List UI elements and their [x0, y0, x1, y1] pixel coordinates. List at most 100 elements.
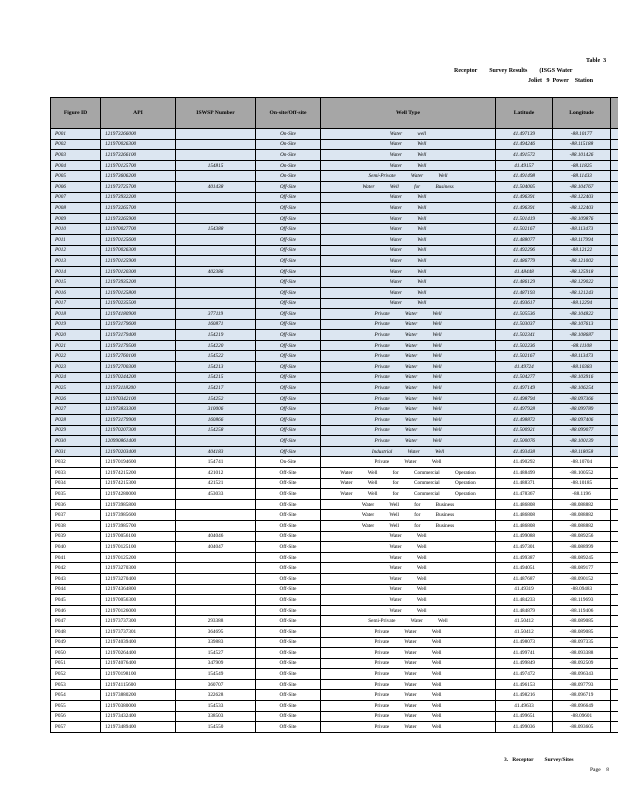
cell-figure-id: P042 — [50, 562, 101, 574]
cell-latitude: 41.491498 — [495, 170, 553, 182]
cell-extra — [610, 551, 618, 564]
cell-extra — [610, 414, 618, 426]
cell-extra — [610, 498, 618, 511]
table-row: P038 121973985700 Off-Site Water Well for B… — [50, 519, 618, 532]
cell-well-type: Private Water Well — [320, 371, 496, 384]
table-row: P040 121970125100 404047 Off-Site Water Well… — [50, 541, 618, 553]
cell-extra — [610, 350, 618, 363]
cell-figure-id: P037 — [50, 509, 101, 521]
cell-figure-id: P040 — [50, 541, 101, 553]
table-row: P019 121973179600 160871 Off-Site Private Wa… — [50, 318, 618, 331]
cell-figure-id: P044 — [50, 583, 101, 596]
cell-well-type: Water Well — [320, 223, 496, 235]
cell-longitude: -88.09601 — [552, 710, 611, 723]
cell-latitude: 41.499651 — [495, 710, 553, 723]
cell-well-type: Water Well — [320, 286, 496, 299]
cell-figure-id: P052 — [50, 668, 101, 680]
cell-figure-id: P022 — [50, 350, 101, 363]
cell-api: 121970027700 — [100, 223, 176, 235]
cell-longitude: -88.10177 — [552, 128, 611, 140]
col-extra — [610, 97, 618, 129]
cell-figure-id: P007 — [50, 191, 101, 204]
cell-longitude: -88.097406 — [552, 414, 611, 426]
cell-api: 121973737300 — [100, 615, 176, 627]
cell-site: Off-Site — [255, 583, 321, 596]
cell-api: 121973179600 — [100, 318, 176, 331]
cell-well-type: Water Well — [320, 265, 496, 278]
cell-extra — [610, 562, 618, 574]
cell-extra — [610, 308, 618, 320]
cell-figure-id: P035 — [50, 488, 101, 500]
cell-extra — [610, 233, 618, 246]
cell-longitude: -88.089245 — [552, 551, 611, 564]
cell-latitude: 41.497149 — [495, 382, 553, 394]
cell-figure-id: P051 — [50, 657, 101, 670]
col-latitude: Latitude — [495, 97, 553, 129]
cell-well-type: Water Well — [320, 297, 496, 310]
table-row: P050 121970264400 154527 Off-Site Private Wa… — [50, 647, 618, 659]
cell-longitude: -88.093605 — [552, 721, 611, 733]
table-row: P046 121970126000 Off-Site Water Well 41.484… — [50, 604, 618, 617]
cell-latitude: 41.496391 — [495, 191, 553, 204]
cell-well-type: Private Water Well — [320, 339, 496, 352]
cell-api: 121970207300 — [100, 424, 176, 437]
cell-site: Off-Site — [255, 371, 321, 384]
cell-well-type: Water Well — [320, 191, 496, 204]
cell-longitude: -88.097793 — [552, 678, 611, 691]
cell-latitude: 41.486808 — [495, 498, 553, 511]
cell-site: Off-Site — [255, 700, 321, 712]
cell-api: 121970203400 — [100, 445, 176, 458]
cell-iswsp-number: 401438 — [175, 180, 256, 193]
cell-longitude: -88.097335 — [552, 636, 611, 649]
cell-site: Off-Site — [255, 467, 321, 479]
cell-longitude: -88.088999 — [552, 541, 611, 553]
table-row: P047 121973737300 293388 Off-Site Semi-Priva… — [50, 615, 618, 627]
cell-latitude: 41.493617 — [495, 297, 553, 310]
cell-well-type: Private Water Well — [320, 392, 496, 405]
cell-figure-id: P048 — [50, 625, 101, 638]
cell-figure-id: P045 — [50, 594, 101, 606]
cell-site: On-Site — [255, 456, 321, 468]
table-row: P010 121970027700 154388 Off-Site Water Well… — [50, 223, 618, 235]
cell-longitude: -88.125918 — [552, 265, 611, 278]
cell-well-type: Private Water Well — [320, 382, 496, 394]
table-row: P055 121970380000 154533 Off-Site Private Wa… — [50, 700, 618, 712]
cell-latitude: 41.497928 — [495, 403, 553, 416]
cell-site: Off-Site — [255, 233, 321, 246]
cell-figure-id: P029 — [50, 424, 101, 437]
cell-extra — [610, 583, 618, 596]
table-row: P048 121973737301 364695 Off-Site Private Wa… — [50, 625, 618, 638]
cell-iswsp-number — [175, 233, 256, 246]
cell-longitude: -88.092509 — [552, 657, 611, 670]
cell-extra — [610, 170, 618, 182]
cell-longitude: -88.113473 — [552, 223, 611, 235]
cell-api: 121973935200 — [100, 276, 176, 288]
cell-site: Off-Site — [255, 297, 321, 310]
cell-extra — [610, 721, 618, 733]
cell-latitude: 41.488077 — [495, 233, 553, 246]
cell-well-type: Private Water Well — [320, 403, 496, 416]
cell-figure-id: P011 — [50, 233, 101, 246]
cell-site: Off-Site — [255, 647, 321, 659]
receptor-survey-table: Figure ID API ISWSP Number On-site/Off-s… — [50, 97, 618, 733]
table-row: P003 121973266100 On-Site Water Well 41.4915… — [50, 149, 618, 161]
cell-api: 121973985600 — [100, 509, 176, 521]
cell-figure-id: P002 — [50, 138, 101, 151]
cell-longitude: -88.100139 — [552, 435, 611, 447]
cell-longitude: -88.119693 — [552, 594, 611, 606]
table-row: P029 121970207300 154258 Off-Site Private Wa… — [50, 424, 618, 437]
cell-latitude: 41.486129 — [495, 276, 553, 288]
cell-latitude: 41.501419 — [495, 212, 553, 225]
cell-extra — [610, 572, 618, 585]
cell-api: 121973270300 — [100, 562, 176, 574]
cell-figure-id: P055 — [50, 700, 101, 712]
cell-longitude: -88.10185 — [552, 477, 611, 490]
table-row: P051 121974076400 347909 Off-Site Private Wa… — [50, 657, 618, 670]
cell-iswsp-number — [175, 244, 256, 257]
table-row: P042 121973270300 Off-Site Water Well 41.494… — [50, 562, 618, 574]
cell-iswsp-number — [175, 128, 256, 140]
cell-latitude: 41.484233 — [495, 594, 553, 606]
cell-extra — [610, 191, 618, 204]
cell-extra — [610, 255, 618, 267]
cell-longitude: -88.10704 — [552, 456, 611, 468]
